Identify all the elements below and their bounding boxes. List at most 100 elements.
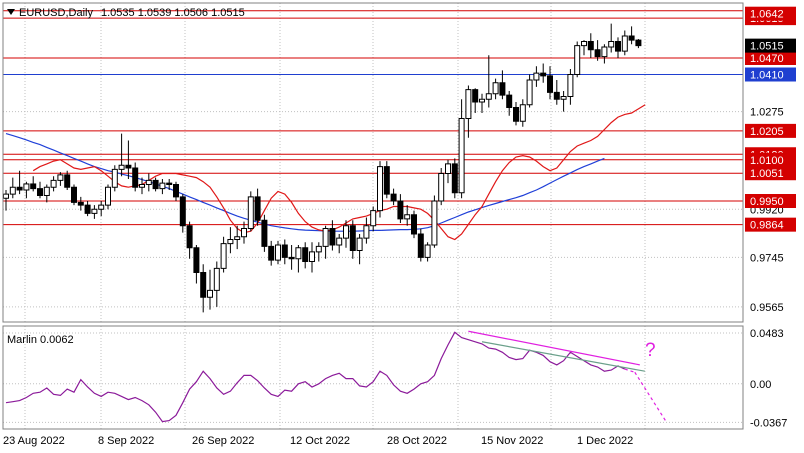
bearish-candle-body (152, 179, 159, 190)
bearish-candle-body (64, 174, 71, 188)
bearish-candle-body (628, 35, 635, 41)
candle (111, 165, 118, 192)
bearish-candle-body (615, 41, 621, 52)
candle (261, 214, 268, 252)
candle (50, 176, 57, 192)
bullish-candle-body (526, 79, 533, 106)
candle (458, 99, 465, 199)
candle (315, 242, 322, 262)
bullish-candle-body (601, 46, 608, 58)
candle (145, 173, 152, 192)
level-price-label: 1.0470 (745, 51, 796, 65)
price-label-text: 1.0410 (750, 70, 784, 82)
bullish-candle-body (560, 96, 567, 100)
bearish-candle-body (329, 228, 336, 246)
level-price-label: 0.9950 (745, 194, 796, 208)
bearish-candle-body (288, 256, 295, 260)
bullish-candle-body (370, 210, 377, 227)
bearish-candle-body (254, 196, 261, 221)
price-label-text: 1.0100 (750, 155, 784, 167)
bearish-candle-body (540, 72, 547, 77)
candle (23, 181, 30, 199)
bullish-candle-body (50, 179, 57, 188)
candle (295, 245, 302, 273)
fast-moving-average-line (32, 104, 646, 241)
candle (200, 264, 207, 313)
bearish-candle-body (30, 183, 37, 190)
candle (173, 181, 179, 201)
candle (424, 242, 431, 262)
bullish-candle-body (234, 236, 241, 240)
candle (207, 269, 213, 310)
candle (608, 23, 615, 53)
candle (9, 177, 16, 199)
bearish-candle-body (587, 41, 594, 51)
candle (37, 181, 43, 199)
indicator-tick-label: 0.00 (750, 379, 771, 391)
price-label-background (745, 67, 796, 82)
bearish-candle-body (547, 75, 553, 93)
candle (465, 85, 472, 138)
candle (581, 40, 587, 56)
bullish-candle-body (111, 168, 118, 188)
candle (513, 102, 519, 126)
candle (560, 91, 567, 112)
candle (234, 225, 241, 250)
bullish-candle-body (431, 200, 438, 246)
price-label-background (745, 217, 796, 232)
candle (84, 201, 91, 217)
bearish-candle-body (349, 225, 356, 251)
bearish-candle-body (16, 186, 23, 191)
ohlc-label: 1.0535 1.0539 1.0506 1.0515 (101, 7, 245, 19)
bullish-candle-body (9, 186, 16, 195)
bullish-candle-body (227, 239, 234, 245)
moving-averages (5, 104, 646, 241)
bearish-candle-body (302, 247, 309, 262)
bullish-candle-body (567, 74, 574, 97)
price-label-text: 1.0515 (750, 41, 784, 53)
grid-lines (3, 3, 743, 429)
candle (268, 240, 275, 266)
bullish-candle-body (43, 186, 50, 196)
main-pane-frame (2, 2, 744, 323)
bullish-candle-body (213, 267, 220, 291)
level-price-label: 0.9864 (745, 217, 796, 232)
bullish-candle-body (424, 244, 431, 258)
date-tick-label: 15 Nov 2022 (481, 435, 543, 447)
candle (431, 195, 438, 248)
marlin-line (5, 331, 626, 423)
date-tick-label: 8 Sep 2022 (98, 435, 154, 447)
candle (594, 40, 601, 61)
bullish-candle-body (581, 41, 587, 47)
candle (397, 194, 404, 223)
bearish-candle-body (411, 214, 417, 235)
candle (404, 205, 411, 226)
price-label-text: 0.9950 (750, 196, 784, 208)
candle (390, 188, 397, 206)
candle (411, 210, 417, 239)
collapse-triangle-icon[interactable] (7, 9, 15, 15)
price-label-text: 1.0051 (750, 168, 784, 180)
bearish-candle-body (383, 166, 390, 195)
candlestick-series (3, 23, 642, 313)
candle (43, 184, 50, 203)
projection-dashed-line (624, 368, 635, 373)
symbol-label: EURUSD,Daily (19, 7, 93, 19)
candle (159, 179, 166, 195)
candle (356, 234, 363, 265)
projection-dashed-line (634, 371, 668, 424)
price-label-text: 0.9864 (750, 220, 784, 232)
candle (275, 240, 281, 265)
candle (166, 179, 173, 190)
candle (254, 188, 261, 226)
bearish-candle-body (472, 89, 479, 103)
date-tick-label: 1 Dec 2022 (577, 435, 633, 447)
bullish-candle-body (98, 204, 105, 210)
candle (179, 194, 186, 233)
price-tick-label: 1.0275 (750, 107, 784, 119)
bullish-candle-body (458, 118, 465, 194)
bearish-candle-body (186, 225, 193, 249)
bullish-candle-body (465, 89, 472, 119)
price-label-text: 0.9745 (750, 252, 784, 264)
candle (451, 158, 458, 199)
